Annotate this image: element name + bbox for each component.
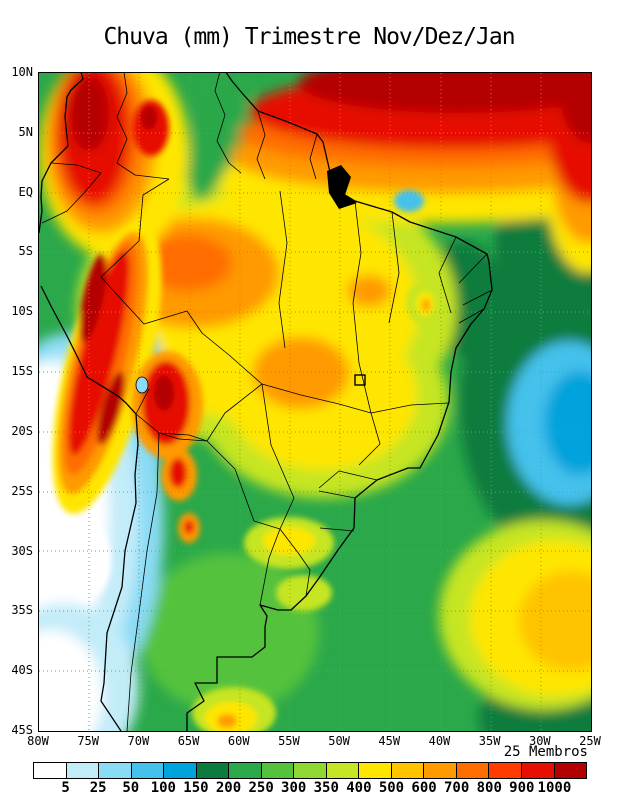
map-frame xyxy=(38,72,592,732)
lat-tick-label: 10S xyxy=(11,304,33,319)
colorbar-swatch xyxy=(456,763,490,778)
graticule xyxy=(39,73,591,731)
legend-tick-value: 200 xyxy=(215,780,242,796)
legend-tick-value: 5 xyxy=(61,780,70,796)
legend-tick-value: 700 xyxy=(443,780,470,796)
latitude-axis: 10N 5N EQ 5S 10S 15S 20S 25S 30S 35S 40S… xyxy=(0,65,36,737)
country-borders xyxy=(41,73,493,731)
legend-tick-value: 100 xyxy=(150,780,176,796)
lat-tick-label: 40S xyxy=(11,663,33,678)
colorbar-swatch xyxy=(326,763,360,778)
lon-tick-label: 60W xyxy=(227,734,250,748)
colorbar-swatch xyxy=(196,763,230,778)
longitude-axis: 80W 75W 70W 65W 60W 55W 50W 45W 40W 35W … xyxy=(27,734,601,750)
colorbar-swatch xyxy=(261,763,295,778)
colorbar-swatch xyxy=(66,763,100,778)
ensemble-members-label: 25 Membros xyxy=(503,744,588,760)
lat-tick-label: 45S xyxy=(11,723,33,737)
amazon-estuary xyxy=(327,165,357,209)
colorbar-tick-labels: 5 25 50 100 150 200 250 300 350 400 500 … xyxy=(33,780,587,798)
legend-tick-value: 900 xyxy=(509,780,535,796)
colorbar-swatch xyxy=(391,763,425,778)
coastline xyxy=(39,73,493,731)
colorbar-swatch xyxy=(131,763,165,778)
lat-tick-label: 35S xyxy=(11,603,33,618)
lat-tick-label: 5N xyxy=(18,124,33,139)
colorbar-swatch xyxy=(489,763,522,778)
lon-tick-label: 45W xyxy=(378,734,401,748)
colorbar-swatch xyxy=(229,763,262,778)
legend-tick-value: 300 xyxy=(281,780,307,796)
precipitation-map xyxy=(39,73,591,731)
colorbar xyxy=(33,762,587,779)
colorbar-swatch xyxy=(424,763,457,778)
lat-tick-label: EQ xyxy=(18,184,33,199)
legend-tick-value: 1000 xyxy=(537,780,572,796)
legend-tick-value: 150 xyxy=(183,780,209,796)
legend-tick-value: 400 xyxy=(346,780,372,796)
lon-tick-label: 55W xyxy=(278,734,300,748)
lon-tick-label: 35W xyxy=(478,734,501,748)
lon-tick-label: 65W xyxy=(177,734,200,748)
chart-title: Chuva (mm) Trimestre Nov/Dez/Jan xyxy=(103,24,515,50)
colorbar-swatch xyxy=(99,763,132,778)
lat-tick-label: 25S xyxy=(11,483,33,498)
lon-tick-label: 75W xyxy=(77,734,100,748)
lon-tick-label: 25W xyxy=(579,734,601,748)
lon-tick-label: 30W xyxy=(528,734,551,748)
lat-tick-label: 15S xyxy=(11,364,33,379)
colorbar-swatch xyxy=(164,763,197,778)
legend-tick-value: 25 xyxy=(89,780,107,796)
legend-tick-value: 500 xyxy=(378,780,405,796)
legend-tick-value: 600 xyxy=(411,780,437,796)
lat-tick-label: 5S xyxy=(18,244,33,259)
colorbar-swatch xyxy=(359,763,392,778)
lon-tick-label: 40W xyxy=(428,734,451,748)
lat-tick-label: 30S xyxy=(11,543,33,558)
legend-tick-value: 350 xyxy=(313,780,339,796)
colorbar-swatch xyxy=(34,763,67,778)
lon-tick-label: 50W xyxy=(328,734,350,748)
lat-tick-label: 20S xyxy=(11,423,33,438)
legend-tick-value: 250 xyxy=(248,780,274,796)
lon-tick-label: 70W xyxy=(127,734,150,748)
lon-tick-label: 80W xyxy=(27,734,49,748)
brasilia-df-marker xyxy=(354,374,366,386)
lake-titicaca xyxy=(135,376,149,394)
legend-tick-value: 50 xyxy=(122,780,140,796)
legend-tick-value: 800 xyxy=(476,780,502,796)
colorbar-swatch xyxy=(521,763,555,778)
colorbar-swatch xyxy=(294,763,327,778)
colorbar-swatch xyxy=(554,763,587,778)
lat-tick-label: 10N xyxy=(11,65,33,79)
